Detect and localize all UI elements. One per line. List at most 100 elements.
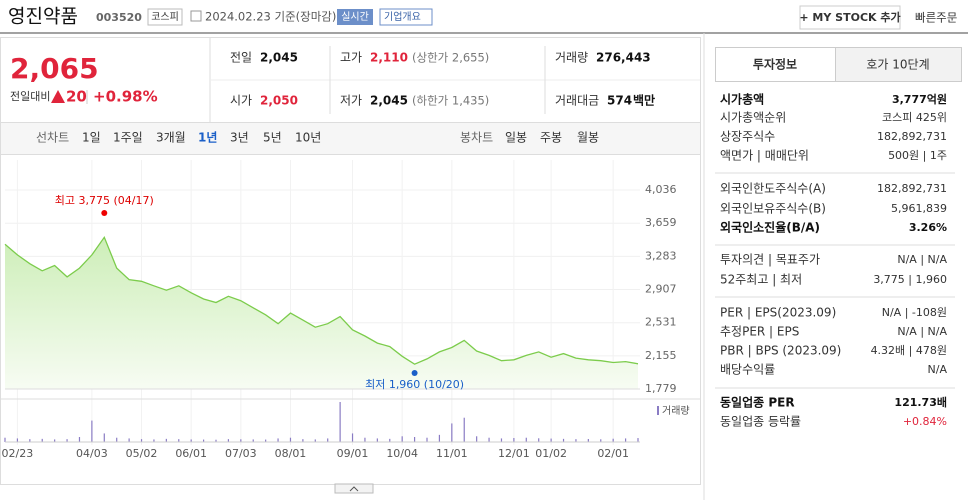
stat-label: 고가 [340,51,362,65]
candle-tab[interactable]: 주봉 [540,131,562,145]
price-line [4,235,639,365]
volume-bar [4,437,6,442]
info-value: 5,961,839 [891,202,947,215]
legend-swatch [657,406,659,415]
info-label: 시가총액순위 [720,111,786,125]
stat-label: 저가 [340,94,362,108]
stat-label: 시가 [230,94,252,108]
volume-bar [289,437,292,442]
volume-bar [153,439,155,442]
low-label: 최저 1,960 (10/20) [365,378,464,391]
tab-label: 봉차트 [460,131,493,145]
volume-bar [265,439,267,442]
stat-value: 2,045 [260,51,298,65]
volume-bar [103,433,105,442]
volume-bar [438,434,441,442]
y-tick-label: 2,907 [645,283,677,296]
current-price: 2,065 [10,52,99,85]
x-tick-label: 04/03 [76,447,108,460]
period-tab[interactable]: 5년 [263,131,282,145]
candle-tab[interactable]: 일봉 [505,131,527,145]
x-tick-label: 01/02 [535,447,567,460]
volume-bar [587,439,589,442]
price-area [5,237,638,389]
info-label: PER | EPS(2023.09) [720,306,836,320]
my-stock[interactable]: + MY STOCK 추가 [799,10,900,24]
volume-bar [426,437,428,442]
y-tick-label: 2,531 [645,316,677,329]
period-tab[interactable]: 1년 [198,131,217,145]
overview-button[interactable] [379,8,433,26]
volume-bar [451,423,453,442]
my-stock-button[interactable] [799,5,901,30]
period-tab[interactable]: 1일 [82,131,101,145]
period-tab[interactable]: 10년 [295,131,321,145]
orderbook-tab[interactable] [835,47,962,82]
volume-bar [54,439,56,442]
volume-bar [178,439,180,442]
collapse-handle[interactable] [334,483,374,494]
orderbook-tab-label[interactable]: 호가 10단계 [866,58,929,72]
volume-bar [575,439,577,442]
info-value: 500원 | 1주 [888,149,947,162]
volume-label: 거래량 [662,405,690,417]
realtime-badge [337,9,373,25]
stat-value: 276,443 [596,51,651,65]
period-tab[interactable]: 3년 [230,131,249,145]
title: 영진약품 [8,6,78,28]
info-label: 동일업종 PER [720,396,795,410]
volume-bar [302,439,304,442]
info-value: N/A | N/A [897,253,947,266]
volume-bar [202,439,205,442]
stat-value: 2,045 [370,94,408,108]
volume-bar [227,439,230,442]
info-label: 액면가 | 매매단위 [720,149,809,163]
x-tick-label: 10/04 [386,447,418,460]
info-label: 추정PER | EPS [720,325,799,339]
info-label: 외국인한도주식수(A) [720,182,826,196]
info-tab-label[interactable]: 투자정보 [753,57,797,72]
quick-order[interactable]: 빠른주문 [915,11,957,25]
info-value: +0.84% [903,415,947,428]
volume-bar [600,439,602,442]
x-tick-label: 06/01 [175,447,207,460]
info-value: 182,892,731 [877,130,947,143]
volume-bar [16,438,19,442]
period-tab[interactable]: 3개월 [156,131,186,145]
volume-bar [339,402,341,442]
info-value: N/A | N/A [897,325,947,338]
info-value: 코스피 425위 [882,111,947,124]
info-label: PBR | BPS (2023.09) [720,344,841,358]
x-tick-label: 11/01 [436,447,468,460]
volume-bar [66,439,68,442]
candle-tab[interactable]: 월봉 [577,131,599,145]
info-label: 투자의견 | 목표주가 [720,253,820,267]
date: 2024.02.23 기준(장마감) [205,10,336,24]
volume-bar [240,439,242,442]
volume-bar [116,437,118,442]
market-badge [147,8,183,26]
info-label: 52주최고 | 최저 [720,273,802,287]
volume-bar [513,438,515,442]
info-value: 3,775 | 1,960 [873,273,947,286]
stat-value: 2,050 [260,94,298,108]
stat-value: 2,110 [370,51,408,65]
change: 20 [66,88,87,106]
info-value: 3.26% [909,221,947,234]
y-tick-label: 2,155 [645,349,677,362]
tab-label: 선차트 [36,131,69,145]
volume-bar [91,420,93,442]
y-tick-label: 1,779 [645,382,677,395]
volume-bar [550,438,552,442]
info-tab[interactable] [715,47,836,82]
period-tab[interactable]: 1주일 [113,131,143,145]
volume-bar [500,438,503,442]
info-label: 시가총액 [720,92,764,107]
info-value: N/A | -108원 [882,306,947,319]
x-tick-label: 02/23 [2,447,34,460]
y-tick-label: 4,036 [645,183,677,196]
overview[interactable]: 기업개요 [384,10,421,23]
stat-value: 574 [607,94,632,108]
x-tick-label: 07/03 [225,447,257,460]
